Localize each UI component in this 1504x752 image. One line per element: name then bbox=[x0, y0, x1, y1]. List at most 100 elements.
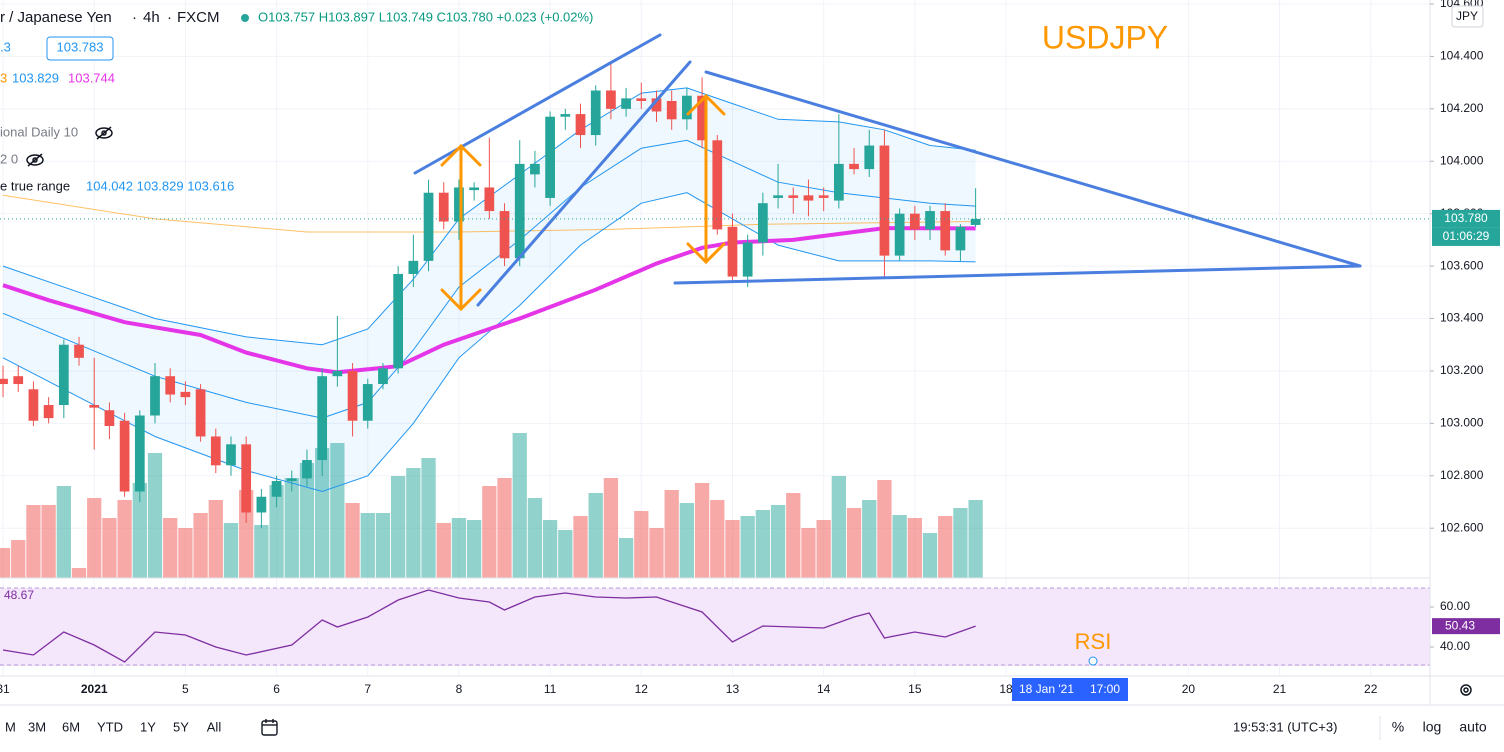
volume-bar bbox=[117, 500, 132, 578]
scale-option[interactable]: % bbox=[1392, 719, 1404, 735]
scale-option[interactable]: auto bbox=[1459, 719, 1486, 735]
volume-bar bbox=[41, 505, 56, 578]
bottom-toolbar: M 3M 6M YTD 1Y 5Y All 19:53:31 (UTC+3)% log auto bbox=[5, 719, 1487, 735]
candle-body bbox=[742, 242, 753, 277]
candle-body bbox=[332, 370, 343, 377]
candle-body bbox=[271, 481, 282, 497]
volume-bar bbox=[87, 498, 102, 578]
volume-bar bbox=[315, 448, 330, 578]
arrow bbox=[686, 93, 726, 265]
x-tick-label: 6 bbox=[273, 682, 280, 696]
volume-bar bbox=[664, 490, 679, 578]
candle-body bbox=[803, 195, 814, 201]
candle-body bbox=[13, 376, 24, 385]
band-fill bbox=[3, 87, 976, 492]
volume-bar bbox=[634, 511, 649, 578]
volume-bar bbox=[451, 518, 467, 578]
trend-lines bbox=[413, 33, 1362, 307]
candle-body bbox=[773, 195, 783, 198]
y-tick-label: 103.600 bbox=[1440, 258, 1484, 272]
candle-body bbox=[393, 273, 404, 369]
candle-body bbox=[74, 344, 84, 358]
x-tick-label: 12 bbox=[635, 682, 649, 696]
range-button[interactable]: All bbox=[207, 719, 222, 734]
range-button[interactable]: 6M bbox=[62, 719, 80, 734]
candle-body bbox=[241, 444, 252, 513]
trend-line bbox=[476, 60, 692, 307]
rsi-band bbox=[0, 588, 1430, 666]
volume-bar bbox=[968, 500, 983, 578]
volume-bar bbox=[360, 513, 375, 578]
legend-text: e true range bbox=[0, 178, 70, 193]
candle-body bbox=[210, 436, 221, 466]
marker bbox=[1088, 656, 1098, 666]
separator: · bbox=[167, 9, 172, 26]
x-tick-label: 21 bbox=[1273, 682, 1287, 696]
candle-body bbox=[226, 444, 236, 466]
x-tick-label: 11 bbox=[544, 682, 557, 696]
indicator-line bbox=[2, 226, 976, 375]
x-tick-label: 8 bbox=[456, 682, 463, 696]
candle-body bbox=[682, 95, 692, 120]
scale-option[interactable]: log bbox=[1423, 719, 1442, 735]
x-tick-label: 5 bbox=[182, 682, 189, 696]
range-button[interactable]: 1Y bbox=[140, 719, 156, 734]
candle-body bbox=[408, 260, 419, 274]
y-tick-label: 102.600 bbox=[1440, 520, 1484, 534]
settings-icon[interactable] bbox=[1460, 684, 1472, 696]
hide-icon[interactable] bbox=[26, 153, 44, 167]
y-tick-label: 103.400 bbox=[1440, 311, 1484, 325]
range-button[interactable]: YTD bbox=[97, 719, 123, 734]
candle-body bbox=[545, 116, 555, 198]
rsi-tag bbox=[1432, 618, 1500, 635]
volume-bar bbox=[558, 530, 573, 578]
volume-bar bbox=[163, 518, 178, 578]
clock: 19:53:31 (UTC+3) bbox=[1233, 719, 1337, 734]
volume-bar bbox=[922, 533, 938, 578]
volume-bar bbox=[26, 505, 41, 578]
legend-text: ional Daily 10 bbox=[0, 124, 78, 139]
legend-box[interactable] bbox=[46, 36, 114, 61]
trend-line bbox=[673, 264, 1362, 285]
separator: · bbox=[132, 9, 137, 26]
currency-button[interactable] bbox=[1451, 5, 1484, 28]
interval: 4h bbox=[143, 9, 160, 26]
candle-body bbox=[560, 114, 571, 117]
candle-body bbox=[712, 140, 723, 230]
volume-bar bbox=[573, 516, 588, 578]
x-tick-label: 15 bbox=[908, 682, 922, 696]
candle-body bbox=[651, 98, 662, 112]
axis-layer: 102.600 102.800 103.000 103.200 103.400 103.6… bbox=[0, 0, 1500, 696]
candle-body bbox=[28, 389, 39, 421]
candle-body bbox=[575, 114, 586, 136]
calendar-icon[interactable] bbox=[261, 719, 278, 736]
volume-bar bbox=[603, 478, 619, 578]
volume-bar bbox=[147, 453, 163, 578]
range-button[interactable]: M bbox=[5, 719, 16, 734]
rsi-tick-label: 40.00 bbox=[1440, 639, 1470, 653]
countdown-label: 01:06:29 bbox=[1443, 229, 1490, 243]
hide-icon[interactable] bbox=[95, 126, 113, 140]
volume-bar bbox=[375, 513, 391, 578]
volume-bar bbox=[862, 500, 877, 578]
candle-body bbox=[864, 145, 875, 170]
indicator-line bbox=[2, 139, 976, 419]
volume-bar bbox=[436, 523, 451, 578]
candle-body bbox=[454, 187, 464, 222]
volume-bar bbox=[801, 528, 816, 578]
candle-body bbox=[195, 389, 206, 437]
y-tick-label: 104.600 bbox=[1440, 0, 1484, 10]
volume-bar bbox=[725, 520, 740, 578]
volume-bar bbox=[284, 478, 299, 578]
symbol-name: r / Japanese Yen bbox=[0, 9, 112, 26]
range-button[interactable]: 5Y bbox=[173, 719, 189, 734]
candle-body bbox=[317, 376, 328, 461]
legend-text: 3 bbox=[0, 70, 7, 85]
candle-body bbox=[43, 405, 54, 419]
volume-bar bbox=[466, 520, 482, 578]
arrows bbox=[440, 93, 726, 312]
candle-body bbox=[666, 100, 677, 120]
legend-text: .3 bbox=[0, 39, 11, 54]
volume-bar bbox=[132, 483, 147, 578]
range-button[interactable]: 3M bbox=[28, 719, 46, 734]
